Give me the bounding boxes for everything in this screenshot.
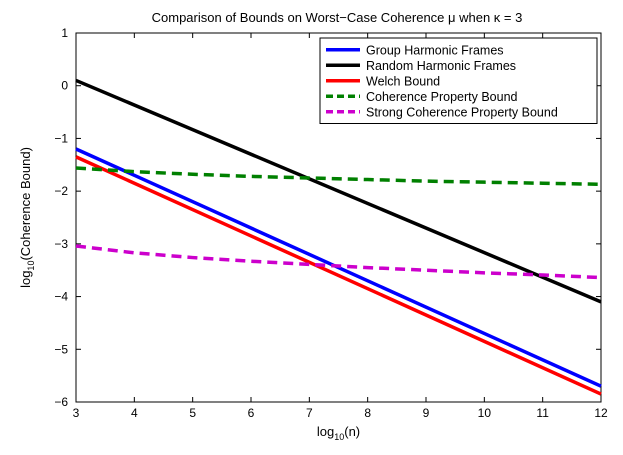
y-tick-label: −4 xyxy=(54,290,68,304)
y-tick-label: 1 xyxy=(61,26,68,40)
series-line-5 xyxy=(75,244,602,280)
legend-label-1: Group Harmonic Frames xyxy=(366,43,504,57)
y-tick-label: −3 xyxy=(54,237,68,251)
x-tick-label: 9 xyxy=(423,406,430,420)
series-line-2 xyxy=(75,78,602,304)
legend-label-2: Random Harmonic Frames xyxy=(366,59,516,73)
legend: Group Harmonic Frames Random Harmonic Fra… xyxy=(319,37,598,124)
x-tick-label: 4 xyxy=(131,406,138,420)
axis-ticks: 3 4 5 6 7 8 9 10 11 12 −6 −5 −4 −3 −2 −1 0 1 xyxy=(54,26,608,420)
chart-title: Comparison of Bounds on Worst−Case Coher… xyxy=(152,10,523,25)
y-label-suffix: (Coherence Bound) xyxy=(18,147,33,260)
legend-label-5: Strong Coherence Property Bound xyxy=(366,105,558,119)
x-axis-label: log10(n) xyxy=(317,424,360,442)
x-tick-label: 12 xyxy=(594,406,608,420)
legend-label-4: Coherence Property Bound xyxy=(366,90,518,104)
x-label-prefix: log xyxy=(317,424,334,439)
x-tick-label: 5 xyxy=(189,406,196,420)
legend-box xyxy=(319,37,598,124)
x-label-suffix: (n) xyxy=(344,424,360,439)
x-tick-label: 6 xyxy=(248,406,255,420)
y-axis-label: log10(Coherence Bound) xyxy=(18,147,36,288)
legend-label-3: Welch Bound xyxy=(366,74,440,88)
x-tick-label: 8 xyxy=(364,406,371,420)
series-line-3 xyxy=(75,155,602,396)
series-lines xyxy=(75,78,602,396)
y-label-subscript: 10 xyxy=(26,261,36,271)
y-tick-label: −2 xyxy=(54,184,68,198)
x-label-subscript: 10 xyxy=(334,432,344,442)
x-tick-label: 11 xyxy=(536,406,549,420)
y-tick-label: 0 xyxy=(61,79,68,93)
y-tick-label: −1 xyxy=(54,131,68,145)
x-tick-label: 7 xyxy=(306,406,313,420)
y-tick-label: −6 xyxy=(54,395,68,409)
x-tick-label: 10 xyxy=(478,406,492,420)
x-tick-label: 3 xyxy=(73,406,80,420)
y-label-prefix: log xyxy=(18,271,33,288)
series-line-4 xyxy=(75,166,602,187)
y-tick-label: −5 xyxy=(54,342,68,356)
